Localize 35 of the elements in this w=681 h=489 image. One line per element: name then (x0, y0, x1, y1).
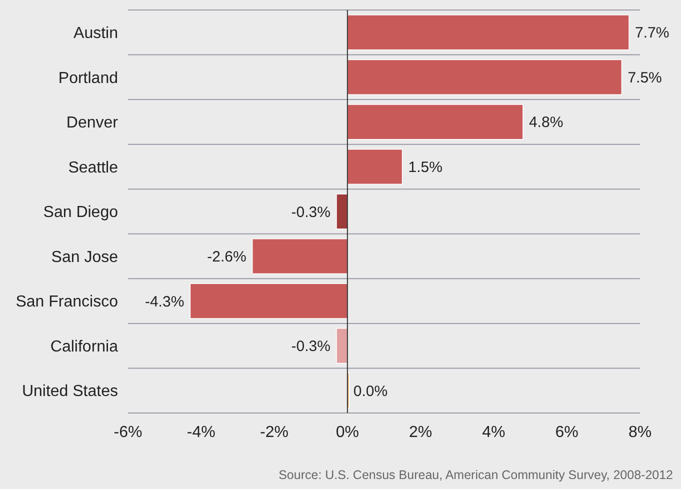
x-tick-label: -4% (186, 424, 216, 441)
data-label: 1.5% (408, 158, 442, 176)
y-tick-label: Portland (58, 70, 118, 87)
data-label: 4.8% (528, 114, 564, 132)
data-label: 0.0% (353, 382, 388, 400)
y-tick-label: San Diego (43, 204, 118, 222)
bar (347, 104, 524, 140)
data-label: 7.7% (635, 24, 670, 42)
y-tick-label: Austin (74, 24, 118, 42)
y-tick-label: San Jose (51, 248, 118, 266)
source-note: Source: U.S. Census Bureau, American Community Survey, 2008-2012 (278, 468, 674, 482)
y-tick-label: Denver (66, 114, 119, 132)
bar (336, 328, 348, 364)
bar (347, 14, 630, 50)
x-tick-label: -6% (114, 424, 142, 441)
bar (252, 238, 348, 274)
x-tick-label: 8% (628, 424, 652, 441)
data-label: -2.6% (207, 248, 246, 266)
y-tick-label: United States (22, 383, 118, 400)
bar (190, 283, 348, 319)
x-tick-label: 6% (555, 424, 578, 441)
data-label: 7.5% (628, 69, 662, 86)
y-tick-label: California (50, 338, 118, 356)
bar (347, 148, 403, 185)
data-label: -0.3% (291, 204, 330, 221)
x-tick-label: 2% (409, 424, 432, 441)
data-label: -4.3% (144, 293, 184, 310)
x-tick-label: 4% (482, 424, 506, 441)
y-tick-label: Seattle (68, 159, 118, 176)
x-tick-label: -2% (260, 424, 289, 441)
bar (347, 59, 622, 96)
bar (336, 194, 348, 230)
x-tick-label: 0% (336, 424, 359, 441)
y-tick-label: San Francisco (16, 294, 118, 311)
data-label: -0.3% (291, 338, 330, 356)
